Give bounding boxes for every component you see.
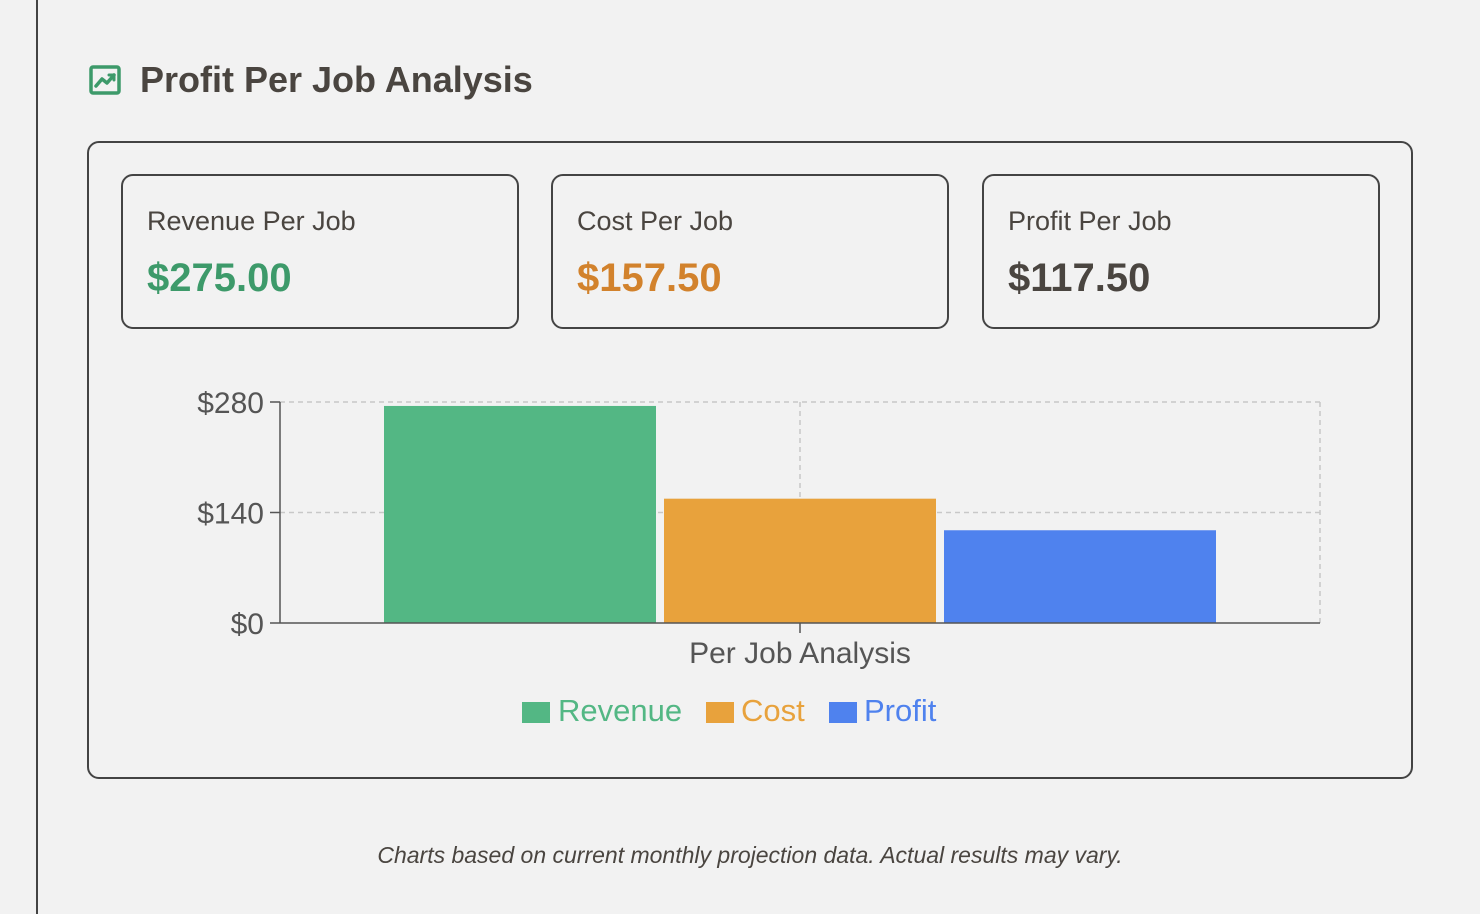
bar-cost <box>664 498 936 623</box>
metric-label: Cost Per Job <box>577 206 734 236</box>
section-title: Profit Per Job Analysis <box>140 59 533 100</box>
page-frame <box>36 0 1480 914</box>
metric-label: Profit Per Job <box>1008 206 1172 236</box>
legend-label-profit: Profit <box>864 693 937 728</box>
analysis-panel <box>87 141 1413 779</box>
legend-label-cost: Cost <box>741 693 805 728</box>
legend-swatch-cost <box>706 702 734 723</box>
chart-line-icon <box>89 65 121 95</box>
metric-card-cost: Cost Per Job $157.50 <box>551 174 949 329</box>
bar-profit <box>944 530 1216 623</box>
y-tick-label: $0 <box>231 608 264 641</box>
legend-label-revenue: Revenue <box>558 693 682 728</box>
section-header: Profit Per Job Analysis <box>88 56 533 104</box>
metric-card-revenue: Revenue Per Job $275.00 <box>121 174 519 329</box>
y-tick-label: $140 <box>197 498 264 531</box>
metric-label: Revenue Per Job <box>147 206 356 236</box>
legend-swatch-profit <box>829 702 857 723</box>
y-tick-label: $280 <box>197 387 264 420</box>
metric-value: $117.50 <box>1008 256 1151 300</box>
metric-card-profit: Profit Per Job $117.50 <box>982 174 1380 329</box>
legend-swatch-revenue <box>522 702 550 723</box>
metric-value: $275.00 <box>147 256 292 300</box>
bar-revenue <box>384 405 656 623</box>
metric-value: $157.50 <box>577 256 722 300</box>
footnote: Charts based on current monthly projecti… <box>377 842 1123 868</box>
x-tick-label: Per Job Analysis <box>689 637 911 670</box>
